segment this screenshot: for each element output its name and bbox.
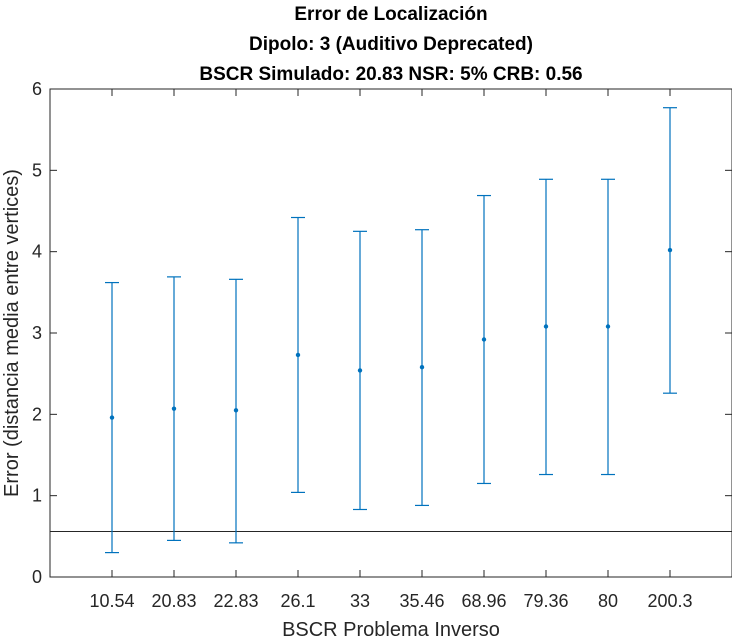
- data-point: [481, 337, 487, 342]
- y-tick-label: 0: [32, 567, 42, 587]
- y-axis-ticks: 0 1 2 3 4 5 6: [32, 79, 732, 587]
- error-bar-group: [477, 194, 491, 485]
- chart-title-line-3: BSCR Simulado: 20.83 NSR: 5% CRB: 0.56: [199, 64, 582, 85]
- error-bar-group: [539, 178, 553, 476]
- data-point: [295, 352, 301, 358]
- y-tick-label: 1: [32, 486, 42, 506]
- data-point: [109, 415, 115, 420]
- y-tick-label: 4: [32, 242, 42, 262]
- x-tick-label: 22.83: [213, 591, 258, 611]
- y-tick-label: 5: [32, 160, 42, 180]
- data-point: [357, 368, 363, 373]
- error-bar-group: [415, 229, 429, 507]
- data-point: [233, 408, 239, 413]
- data-point: [543, 324, 549, 329]
- data-point: [605, 324, 611, 329]
- x-tick-label: 10.54: [89, 591, 134, 611]
- x-tick-label: 68.96: [461, 591, 506, 611]
- x-axis-label: BSCR Problema Inverso: [282, 619, 500, 640]
- chart-title: Error de Localización Dipolo: 3 (Auditiv…: [199, 4, 582, 85]
- x-tick-label: 35.46: [399, 591, 444, 611]
- y-tick-label: 6: [32, 79, 42, 99]
- y-tick-label: 3: [32, 323, 42, 343]
- x-tick-label: 80: [598, 591, 618, 611]
- error-bar-group: [167, 276, 181, 542]
- data-point: [171, 406, 177, 411]
- x-axis-ticks: 10.54 20.83 22.83 26.1 33 35.46 68.96 79.36 80 20…: [89, 89, 693, 611]
- data-point: [667, 247, 673, 253]
- x-tick-label: 20.83: [151, 591, 196, 611]
- y-axis-label: Error (distancia media entre vertices): [1, 169, 23, 497]
- error-bar-group: [291, 216, 305, 494]
- error-bar-group: [229, 278, 243, 544]
- x-tick-label: 79.36: [523, 591, 568, 611]
- axes-frame: [49, 88, 732, 578]
- x-tick-label: 26.1: [280, 591, 315, 611]
- chart-title-line-2: Dipolo: 3 (Auditivo Deprecated): [249, 34, 533, 55]
- data-point: [419, 364, 425, 370]
- plot-area: [49, 88, 732, 578]
- x-tick-label: 200.3: [647, 591, 692, 611]
- error-bar-group: [105, 281, 119, 554]
- error-bar-group: [663, 107, 677, 394]
- chart-title-line-1: Error de Localización: [294, 4, 487, 25]
- y-tick-label: 2: [32, 404, 42, 424]
- error-bar-group: [601, 178, 615, 476]
- x-tick-label: 33: [350, 591, 370, 611]
- error-bar-group: [353, 230, 367, 511]
